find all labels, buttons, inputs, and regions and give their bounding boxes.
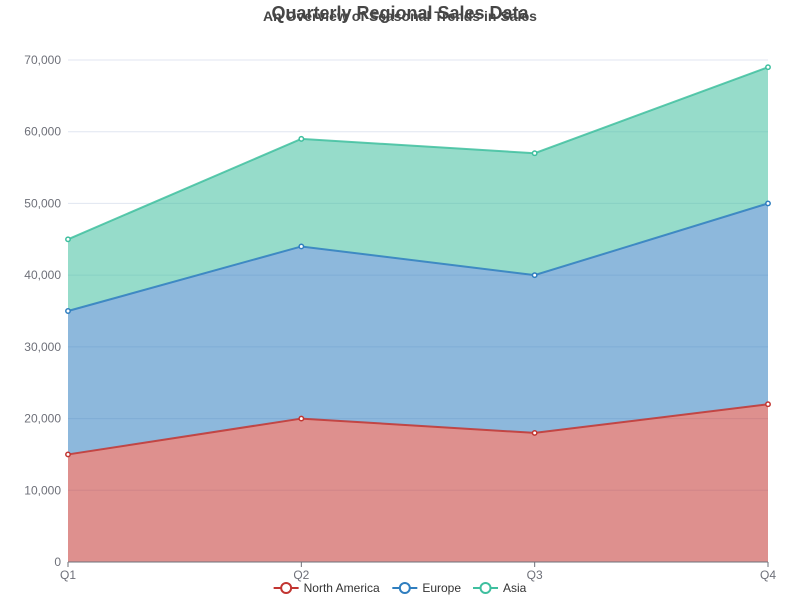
data-point[interactable] (65, 308, 71, 314)
legend-marker-icon (398, 582, 411, 594)
area-series (68, 67, 768, 562)
y-tick-label: 20,000 (24, 412, 61, 426)
y-tick-label: 0 (54, 555, 61, 569)
data-point[interactable] (298, 243, 305, 250)
legend-label: North America (304, 581, 380, 595)
y-tick-label: 40,000 (24, 268, 61, 282)
data-point[interactable] (531, 429, 538, 436)
x-tick-label: Q2 (293, 568, 309, 582)
y-tick-label: 10,000 (24, 483, 61, 497)
y-tick-label: 50,000 (24, 196, 61, 210)
area-north-america (68, 404, 768, 562)
legend-label: Europe (422, 581, 461, 595)
data-point[interactable] (765, 64, 771, 71)
data-point[interactable] (298, 135, 305, 142)
y-tick-label: 30,000 (24, 340, 61, 354)
line-north-america (67, 403, 769, 456)
legend-marker-icon (479, 582, 492, 594)
y-tick-label: 60,000 (24, 125, 61, 139)
chart-subtitle: An Overview of Seasonal Trends in Sales (263, 8, 537, 24)
legend[interactable]: North America Europe Asia (273, 581, 527, 595)
legend-item-north-america[interactable]: North America (273, 581, 380, 595)
data-points[interactable] (65, 64, 771, 458)
line-europe (67, 202, 769, 312)
legend-label: Asia (503, 581, 527, 595)
series-lines (67, 66, 769, 456)
legend-item-europe[interactable]: Europe (392, 581, 461, 595)
area-europe (68, 203, 768, 455)
data-point[interactable] (531, 150, 538, 157)
data-point[interactable] (65, 451, 71, 458)
area-asia (68, 67, 768, 312)
legend-item-asia[interactable]: Asia (473, 581, 527, 595)
x-tick-label: Q1 (60, 568, 76, 582)
axes: 0 10,000 20,000 30,000 40,000 50,000 60,000 70,… (24, 53, 776, 582)
data-point[interactable] (765, 401, 771, 408)
chart-title: Quarterly Regional Sales Data (271, 3, 529, 23)
data-point[interactable] (298, 415, 305, 422)
x-tick-label: Q4 (760, 568, 776, 582)
data-point[interactable] (765, 200, 771, 207)
data-point[interactable] (531, 272, 538, 279)
line-asia (67, 66, 769, 241)
legend-marker-icon (280, 582, 293, 594)
x-tick-label: Q3 (527, 568, 543, 582)
data-point[interactable] (65, 236, 71, 243)
y-tick-label: 70,000 (24, 53, 61, 67)
